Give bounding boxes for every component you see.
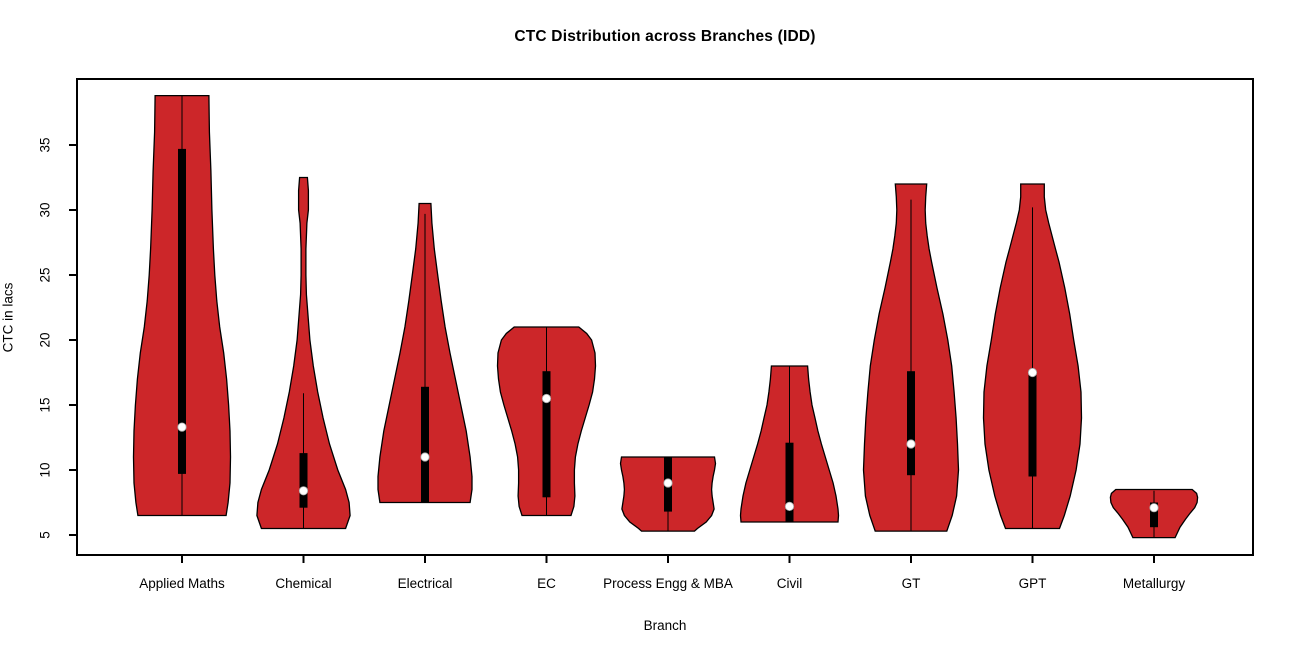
median-dot [784, 501, 795, 511]
median-dot [298, 486, 309, 496]
violin-gpt [982, 183, 1083, 530]
iqr-box [421, 386, 429, 503]
iqr-box [1028, 372, 1037, 477]
median-dot [1027, 367, 1038, 378]
violin-applied-maths [132, 94, 232, 517]
iqr-box [785, 442, 794, 522]
x-tick-label-chemical: Chemical [275, 576, 331, 591]
violin-process-engg-mba [619, 456, 717, 532]
median-dot [177, 422, 187, 432]
iqr-box [178, 148, 186, 474]
iqr-box [907, 371, 915, 476]
median-dot [906, 439, 916, 449]
violin-gt [862, 183, 960, 532]
x-tick-label-electrical: Electrical [398, 576, 453, 591]
plot-border [76, 78, 1254, 556]
violin-civil [739, 365, 840, 523]
violin-electrical [377, 202, 473, 504]
median-dot [663, 478, 673, 488]
y-tick-label-20: 20 [38, 332, 53, 347]
violin-metallurgy [1109, 488, 1199, 539]
y-tick-label-35: 35 [38, 137, 53, 152]
iqr-box [542, 371, 551, 498]
y-tick-label-30: 30 [38, 202, 53, 217]
y-axis-label: CTC in lacs [0, 282, 16, 353]
violin-chemical [256, 176, 351, 530]
x-axis-label: Branch [643, 618, 687, 633]
median-dot [420, 452, 430, 462]
x-tick-label-metallurgy: Metallurgy [1123, 576, 1186, 591]
iqr-box [1150, 502, 1158, 528]
median-dot [541, 393, 552, 404]
x-tick-label-ec: EC [537, 576, 556, 591]
y-tick-label-5: 5 [38, 531, 53, 539]
chart-title: CTC Distribution across Branches (IDD) [514, 28, 816, 45]
x-tick-label-civil: Civil [777, 576, 803, 591]
iqr-box [299, 453, 308, 508]
x-tick-label-process-engg-mba: Process Engg & MBA [603, 576, 733, 591]
y-tick-label-25: 25 [38, 267, 53, 282]
y-tick-label-15: 15 [38, 397, 53, 412]
x-tick-label-gt: GT [902, 576, 921, 591]
violin-ec [496, 326, 597, 517]
x-tick-label-gpt: GPT [1019, 576, 1047, 591]
x-tick-label-applied-maths: Applied Maths [139, 576, 225, 591]
violin-body [256, 176, 351, 530]
median-dot [1149, 503, 1159, 513]
y-tick-label-10: 10 [38, 462, 53, 477]
